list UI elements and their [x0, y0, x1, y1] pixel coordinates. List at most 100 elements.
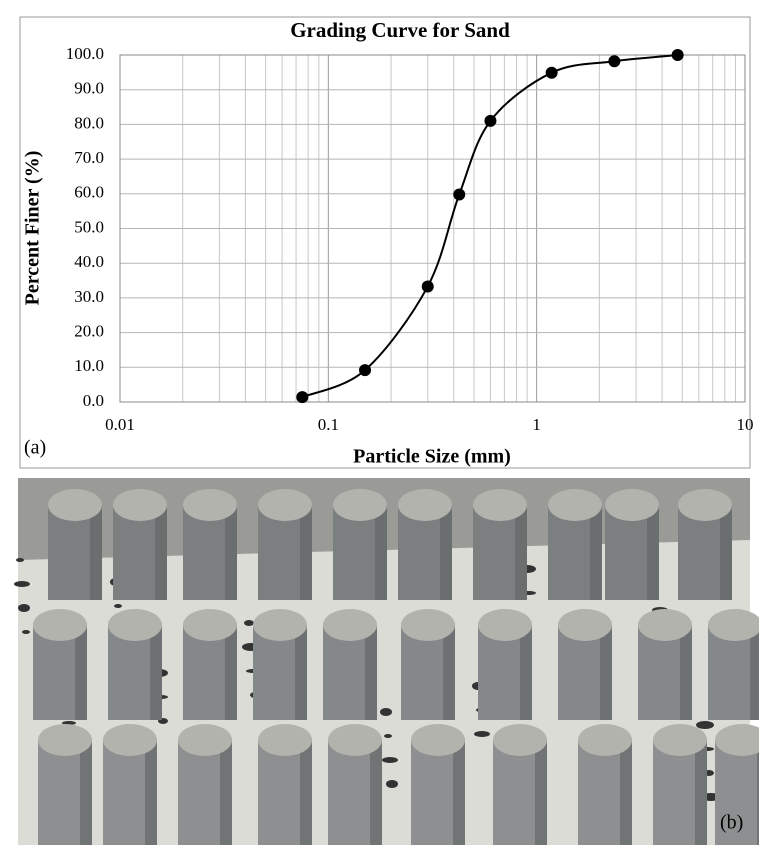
panel-label: (a): [24, 437, 46, 459]
cylinder-top: [558, 609, 612, 641]
cylinder-shade: [150, 625, 162, 720]
y-tick-label: 40.0: [74, 252, 104, 271]
cylinder-top: [398, 489, 452, 521]
cylinder-shade: [720, 505, 732, 600]
debris: [696, 721, 714, 729]
data-point: [484, 114, 497, 127]
debris: [16, 558, 24, 562]
y-tick-label: 90.0: [74, 79, 104, 98]
cylinder-top: [258, 489, 312, 521]
y-tick-label: 60.0: [74, 183, 104, 202]
cylinder-top: [638, 609, 692, 641]
cylinder-top: [108, 609, 162, 641]
cylinder-top: [493, 724, 547, 756]
cylinder-top: [653, 724, 707, 756]
chart-title: Grading Curve for Sand: [290, 18, 510, 42]
cylinder-shade: [535, 740, 547, 845]
data-point: [671, 49, 684, 61]
cylinder-top: [113, 489, 167, 521]
cylinder-top: [328, 724, 382, 756]
cylinder-shade: [600, 625, 612, 720]
y-axis-label: Percent Finer (%): [22, 151, 44, 306]
y-tick-label: 80.0: [74, 113, 104, 132]
cylinder-top: [333, 489, 387, 521]
cylinder-shade: [515, 505, 527, 600]
cylinder-top: [708, 609, 759, 641]
debris: [14, 581, 30, 587]
cylinder-top: [548, 489, 602, 521]
y-tick-label: 20.0: [74, 322, 104, 341]
cylinder-shade: [695, 740, 707, 845]
cylinder-top: [323, 609, 377, 641]
cylinder-shade: [590, 505, 602, 600]
cylinder-shade: [300, 740, 312, 845]
cylinder-top: [183, 609, 237, 641]
y-tick-label: 50.0: [74, 217, 104, 236]
cylinder-shade: [220, 740, 232, 845]
cylinder-shade: [145, 740, 157, 845]
debris: [384, 734, 392, 738]
cylinder-shade: [443, 625, 455, 720]
cylinder-top: [103, 724, 157, 756]
cylinder-shade: [750, 625, 759, 720]
cylinder-top: [178, 724, 232, 756]
cylinder-top: [578, 724, 632, 756]
cylinder-body: [715, 740, 759, 845]
data-point: [545, 66, 558, 79]
cylinder-top: [253, 609, 307, 641]
plot-area: [119, 54, 746, 403]
cylinder-top: [715, 724, 759, 756]
debris: [22, 630, 30, 634]
cylinder-shade: [90, 505, 102, 600]
x-tick-label: 0.01: [105, 415, 135, 434]
cylinder-top: [478, 609, 532, 641]
cylinder-shade: [757, 740, 759, 845]
debris: [18, 604, 30, 612]
cylinder-shade: [225, 505, 237, 600]
cylinder-shade: [365, 625, 377, 720]
photo: [14, 478, 759, 845]
x-tick-label: 1: [532, 415, 541, 434]
cylinder-shade: [155, 505, 167, 600]
cylinder-shade: [520, 625, 532, 720]
cylinder-shade: [375, 505, 387, 600]
debris: [62, 721, 76, 725]
data-point: [359, 364, 372, 377]
grading-curve: [301, 54, 678, 399]
cylinder-top: [401, 609, 455, 641]
data-point: [608, 55, 621, 68]
cylinder-top: [48, 489, 102, 521]
cylinder-shade: [225, 625, 237, 720]
cylinder-shade: [80, 740, 92, 845]
y-tick-label: 70.0: [74, 148, 104, 167]
data-point: [453, 188, 466, 201]
y-tick-label: 10.0: [74, 356, 104, 375]
debris: [474, 731, 490, 737]
cylinder-top: [605, 489, 659, 521]
cylinder-shade: [440, 505, 452, 600]
cylinder-top: [183, 489, 237, 521]
debris: [382, 757, 398, 763]
panel-label: (b): [720, 812, 743, 834]
cylinder-shade: [295, 625, 307, 720]
debris: [380, 708, 392, 716]
debris: [386, 780, 398, 788]
cylinder-shade: [370, 740, 382, 845]
cylinder-shade: [75, 625, 87, 720]
cylinder-shade: [620, 740, 632, 845]
chart-frame: [19, 16, 751, 469]
cylinder-shade: [453, 740, 465, 845]
cylinder-top: [411, 724, 465, 756]
y-tick-label: 100.0: [66, 44, 104, 63]
y-tick-label: 0.0: [83, 391, 104, 410]
data-point: [296, 391, 309, 404]
cylinder-shade: [680, 625, 692, 720]
x-axis-label: Particle Size (mm): [353, 446, 511, 468]
cylinder-top: [678, 489, 732, 521]
debris: [114, 604, 122, 608]
cylinder-shade: [300, 505, 312, 600]
x-tick-label: 10: [737, 415, 754, 434]
cylinder-top: [258, 724, 312, 756]
cylinder-shade: [647, 505, 659, 600]
